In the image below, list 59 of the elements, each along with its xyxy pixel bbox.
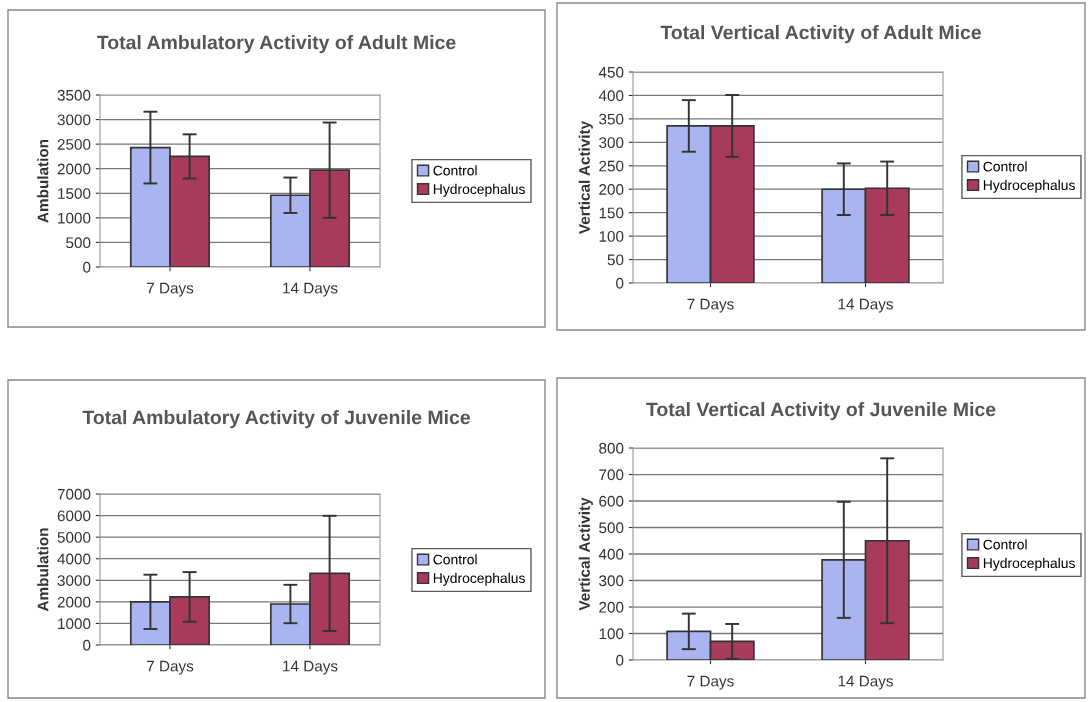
x-tick-label: 14 Days: [838, 298, 893, 313]
legend-label: Control: [983, 539, 1027, 550]
legend-label: Hydrocephalus: [433, 572, 525, 586]
x-tick-label: 14 Days: [283, 660, 338, 675]
chart-title: Total Ambulatory Activity of Adult Mice: [97, 35, 456, 54]
y-tick-label: 300: [599, 575, 624, 587]
y-tick-label: 2000: [57, 596, 91, 608]
y-tick-label: 100: [599, 628, 624, 640]
y-tick-label: 400: [598, 548, 624, 560]
y-tick-label: 450: [598, 66, 624, 78]
y-tick-label: 3000: [57, 114, 91, 126]
x-tick-label: 14 Days: [838, 675, 893, 690]
y-tick-label: 200: [599, 184, 624, 195]
y-tick-label: 2500: [57, 139, 91, 150]
chart-title: Total Vertical Activity of Juvenile Mice: [646, 402, 996, 421]
legend-label: Hydrocephalus: [433, 183, 525, 197]
y-tick-label: 0: [616, 654, 624, 666]
y-tick-label: 7000: [57, 488, 91, 500]
y-tick-label: 300: [599, 137, 624, 149]
x-tick-label: 7 Days: [147, 660, 194, 675]
y-tick-label: 3000: [57, 575, 91, 586]
y-tick-label: 250: [599, 160, 624, 172]
chart-title: Total Ambulatory Activity of Juvenile Mice: [82, 410, 470, 429]
y-tick-label: 3500: [57, 89, 91, 101]
legend-label: Control: [433, 554, 477, 565]
y-tick-label: 0: [83, 639, 91, 651]
y-tick-label: 1500: [58, 188, 91, 199]
y-tick-label: 400: [598, 90, 624, 102]
y-tick-label: 100: [599, 230, 624, 242]
y-tick-label: 0: [616, 277, 624, 289]
y-tick-label: 350: [599, 113, 624, 125]
legend-label: Hydrocephalus: [983, 557, 1075, 571]
y-axis-title: Vertical Activity: [578, 497, 593, 611]
y-axis-title: Vertical Activity: [578, 120, 593, 234]
y-tick-label: 150: [599, 207, 624, 219]
y-tick-label: 4000: [57, 553, 91, 565]
y-tick-label: 500: [599, 522, 624, 534]
chart-title: Total Vertical Activity of Adult Mice: [660, 25, 981, 44]
y-tick-label: 1000: [58, 618, 91, 630]
y-tick-label: 2000: [57, 163, 91, 175]
legend-label: Control: [983, 161, 1027, 172]
x-tick-label: 14 Days: [283, 282, 338, 297]
x-tick-label: 7 Days: [687, 298, 734, 313]
y-axis-title: Ambulation: [37, 139, 49, 223]
y-tick-label: 50: [607, 254, 624, 266]
x-tick-label: 7 Days: [147, 282, 194, 297]
y-tick-label: 800: [599, 442, 624, 454]
y-tick-label: 600: [599, 495, 624, 507]
y-axis-title: Ambulation: [37, 528, 49, 612]
legend-label: Hydrocephalus: [983, 179, 1075, 193]
x-tick-label: 7 Days: [687, 675, 734, 690]
y-tick-label: 1000: [58, 212, 91, 224]
y-tick-label: 5000: [57, 532, 91, 543]
y-tick-label: 0: [83, 261, 91, 273]
y-tick-label: 500: [66, 237, 91, 249]
y-tick-label: 700: [599, 469, 624, 481]
y-tick-label: 200: [599, 601, 624, 613]
y-tick-label: 6000: [57, 510, 91, 522]
legend-label: Control: [433, 165, 477, 176]
